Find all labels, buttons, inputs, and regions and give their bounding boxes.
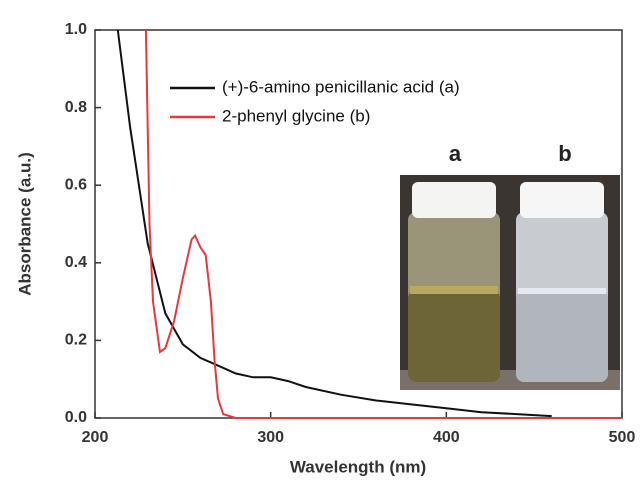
data-line (144, 29, 622, 419)
inset-label: b (558, 141, 571, 166)
inset-label: a (449, 141, 462, 166)
x-tick-label: 200 (82, 429, 109, 446)
y-axis-title: Absorbance (a.u.) (15, 152, 34, 296)
y-tick-label: 0.4 (65, 254, 87, 271)
x-tick-label: 400 (433, 429, 460, 446)
y-tick-label: 0.8 (65, 99, 87, 116)
y-tick-label: 1.0 (65, 21, 87, 38)
legend-label: (+)-6-amino penicillanic acid (a) (222, 77, 460, 96)
inset-photo (400, 175, 620, 390)
legend-label: 2-phenyl glycine (b) (222, 106, 370, 125)
x-tick-label: 500 (609, 429, 636, 446)
x-tick-label: 300 (257, 429, 284, 446)
data-line (116, 29, 552, 418)
y-tick-label: 0.0 (65, 409, 87, 426)
y-tick-label: 0.6 (65, 176, 87, 193)
x-axis-title: Wavelength (nm) (290, 457, 426, 476)
y-tick-label: 0.2 (65, 332, 87, 349)
